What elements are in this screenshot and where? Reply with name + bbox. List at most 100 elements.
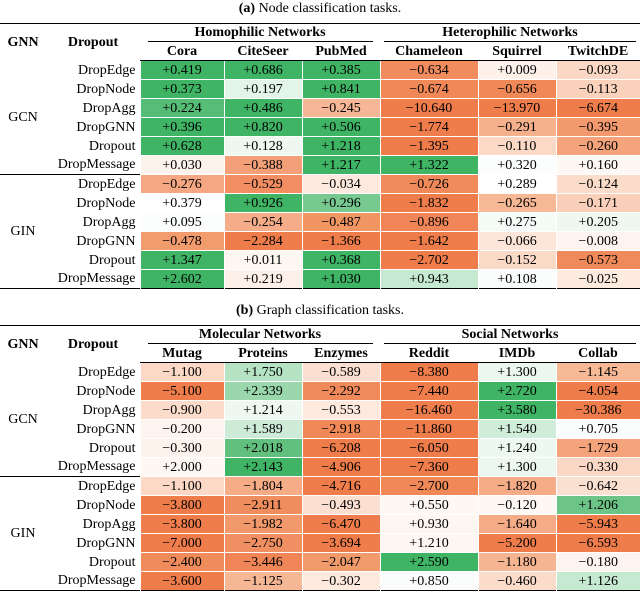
- value-cell: +0.009: [477, 60, 556, 80]
- value-cell: +2.720: [477, 381, 556, 401]
- gnn-header: GNN: [7, 336, 39, 352]
- value-cell: −2.400: [139, 552, 224, 572]
- value-cell: −0.388: [223, 155, 302, 175]
- value-cell: −0.589: [301, 362, 380, 382]
- value-cell: +0.205: [555, 212, 640, 232]
- column-header: PubMed: [302, 42, 380, 61]
- group-heterophilic: Heterophilic Networks: [384, 24, 636, 42]
- column-header: Reddit: [380, 344, 478, 363]
- value-cell: +0.379: [139, 193, 224, 213]
- dropout-header: Dropout: [67, 336, 119, 352]
- value-cell: +1.750: [223, 362, 302, 382]
- value-cell: −1.100: [139, 362, 224, 382]
- value-cell: −4.716: [301, 476, 380, 496]
- value-cell: −11.860: [379, 419, 478, 439]
- value-cell: +2.590: [379, 552, 478, 572]
- value-cell: −0.093: [555, 60, 640, 80]
- dropout-method: DropNode: [76, 81, 136, 97]
- value-cell: −0.034: [301, 174, 380, 194]
- value-cell: −0.180: [555, 552, 640, 572]
- value-cell: +0.930: [379, 514, 478, 534]
- table-row: DropNode +0.373 +0.197 +0.841 −0.674 −0.656 −0…: [0, 79, 640, 99]
- value-cell: −2.750: [223, 533, 302, 553]
- caption-a-label: (a): [238, 1, 256, 16]
- dropout-method: DropAgg: [82, 402, 136, 418]
- table-row: DropNode −5.100 +2.339 −2.292 −7.440 +2.720 −4…: [0, 381, 640, 401]
- value-cell: −5.100: [139, 381, 224, 401]
- value-cell: +0.396: [139, 117, 224, 137]
- value-cell: −1.180: [477, 552, 556, 572]
- value-cell: −3.800: [139, 514, 224, 534]
- column-header: CiteSeer: [224, 42, 302, 61]
- dropout-method: DropGNN: [76, 119, 136, 135]
- value-cell: +1.217: [301, 155, 380, 175]
- dropout-method: DropMessage: [57, 459, 136, 475]
- value-cell: +0.820: [223, 117, 302, 137]
- value-cell: −0.478: [139, 231, 224, 251]
- table-row: DropGNN −0.478 −2.284 −1.366 −1.642 −0.066 −0.…: [0, 231, 640, 251]
- column-header: Mutag: [140, 344, 224, 363]
- dropout-method: DropMessage: [57, 157, 136, 173]
- value-cell: +0.095: [139, 212, 224, 232]
- value-cell: +0.686: [223, 60, 302, 80]
- value-cell: +0.320: [477, 155, 556, 175]
- column-header: Chameleon: [380, 42, 478, 61]
- dropout-method: Dropout: [88, 252, 136, 268]
- value-cell: +1.589: [223, 419, 302, 439]
- value-cell: −2.284: [223, 231, 302, 251]
- value-cell: +2.000: [139, 457, 224, 477]
- value-cell: −2.911: [223, 495, 302, 515]
- gnn-label: GCN: [8, 109, 38, 125]
- column-header: Collab: [556, 344, 640, 363]
- table-row: DropAgg +0.224 +0.486 −0.245 −10.640 −13.970−…: [0, 98, 640, 118]
- table-row: GIN DropEdge −0.276 −0.529 −0.034 −0.726 +0.28…: [0, 174, 640, 239]
- value-cell: +0.368: [301, 250, 380, 270]
- value-cell: −3.694: [301, 533, 380, 553]
- value-cell: −1.640: [477, 514, 556, 534]
- value-cell: −0.276: [139, 174, 224, 194]
- caption-b-label: (b): [236, 303, 254, 318]
- dropout-method: DropGNN: [76, 421, 136, 437]
- table-row: Dropout −0.300 +2.018 −6.208 −6.050 +1.240 −1.…: [0, 438, 640, 458]
- value-cell: −1.820: [477, 476, 556, 496]
- value-cell: −13.970: [477, 98, 556, 118]
- value-cell: −1.982: [223, 514, 302, 534]
- value-cell: +0.296: [301, 193, 380, 213]
- value-cell: +1.347: [139, 250, 224, 270]
- value-cell: +1.126: [555, 571, 640, 591]
- group-homophilic: Homophilic Networks: [147, 24, 373, 42]
- value-cell: +3.580: [477, 400, 556, 420]
- value-cell: +2.602: [139, 269, 224, 289]
- value-cell: −4.906: [301, 457, 380, 477]
- table-row: DropNode +0.379 +0.926 +0.296 −1.832 −0.265 −0…: [0, 193, 640, 213]
- table-row: GCN DropEdge +0.419 +0.686 +0.385 −0.634 +0.00…: [0, 60, 640, 125]
- value-cell: −0.302: [301, 571, 380, 591]
- value-cell: −3.446: [223, 552, 302, 572]
- value-cell: −2.047: [301, 552, 380, 572]
- value-cell: −0.245: [301, 98, 380, 118]
- dropout-method: DropEdge: [77, 364, 136, 380]
- column-header: Cora: [140, 42, 224, 61]
- value-cell: +2.018: [223, 438, 302, 458]
- value-cell: +0.128: [223, 136, 302, 156]
- value-cell: −6.208: [301, 438, 380, 458]
- value-cell: −0.330: [555, 457, 640, 477]
- value-cell: −0.573: [555, 250, 640, 270]
- value-cell: −0.120: [477, 495, 556, 515]
- value-cell: +1.210: [379, 533, 478, 553]
- value-cell: −8.380: [379, 362, 478, 382]
- value-cell: −2.700: [379, 476, 478, 496]
- value-cell: +0.628: [139, 136, 224, 156]
- value-cell: +0.030: [139, 155, 224, 175]
- table-row: DropGNN −7.000 −2.750 −3.694 +1.210 −5.200 −6.…: [0, 533, 640, 553]
- table-row: GIN DropEdge −1.100 −1.804 −4.716 −2.700 −1.82…: [0, 476, 640, 541]
- value-cell: −3.600: [139, 571, 224, 591]
- dropout-method: DropEdge: [77, 62, 136, 78]
- value-cell: −0.529: [223, 174, 302, 194]
- dropout-method: DropAgg: [82, 100, 136, 116]
- value-cell: +0.486: [223, 98, 302, 118]
- value-cell: −1.145: [555, 362, 640, 382]
- column-header: IMDb: [478, 344, 556, 363]
- value-cell: −2.292: [301, 381, 380, 401]
- table-row: DropAgg −3.800 −1.982 −6.470 +0.930 −1.640 −5.…: [0, 514, 640, 534]
